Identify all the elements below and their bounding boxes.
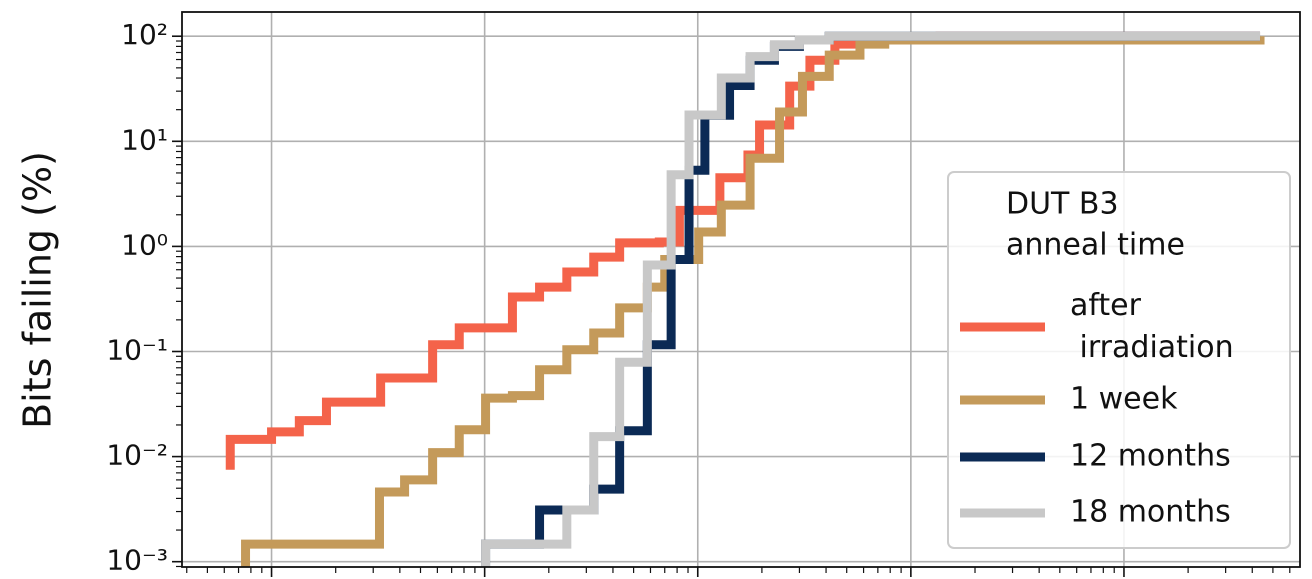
legend-title: anneal time: [1006, 228, 1185, 263]
y-tick-label: 10¹: [121, 123, 168, 156]
y-tick-label: 10⁻²: [106, 439, 168, 472]
legend-label: 18 months: [1070, 495, 1231, 530]
step-line: [481, 31, 1261, 567]
legend-title: DUT B3: [1006, 187, 1119, 222]
step-line: [225, 31, 1261, 470]
y-tick-label: 10⁰: [121, 228, 168, 261]
legend-label: 1 week: [1070, 382, 1178, 417]
y-axis-label: Bits failing (%): [16, 151, 60, 429]
y-tick-label: 10⁻¹: [106, 333, 168, 366]
step-line: [241, 35, 1265, 567]
y-tick-label: 10⁻³: [106, 544, 168, 577]
legend-label: after irradiation: [1070, 288, 1234, 365]
axes-frame: [181, 11, 1301, 568]
legend-label: 12 months: [1070, 439, 1231, 474]
y-tick-label: 10²: [121, 18, 168, 51]
